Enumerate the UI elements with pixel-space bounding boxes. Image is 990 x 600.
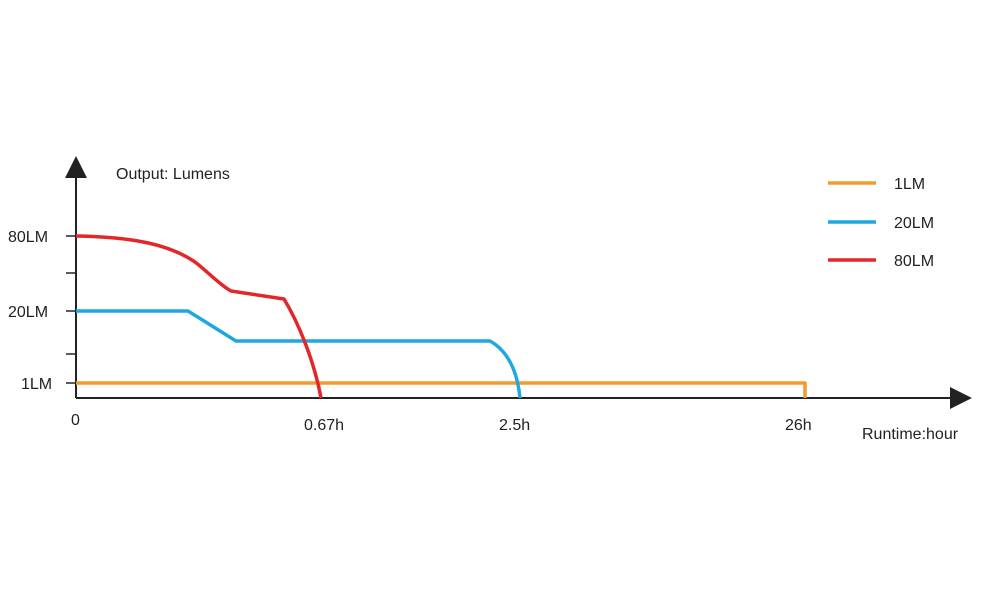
y-axis-title: Output: Lumens xyxy=(116,166,230,183)
x-axis-arrow xyxy=(950,387,972,409)
legend-label-80lm: 80LM xyxy=(894,253,934,270)
series-line-1lm xyxy=(76,381,807,398)
y-tick-label-80lm: 80LM xyxy=(8,229,48,246)
x-tick-label-26h: 26h xyxy=(785,417,812,434)
legend-label-20lm: 20LM xyxy=(894,215,934,232)
x-tick-label-0-67h: 0.67h xyxy=(304,417,344,434)
y-axis-arrow xyxy=(65,156,87,178)
x-tick-label-0: 0 xyxy=(71,412,80,429)
x-axis-title: Runtime:hour xyxy=(862,426,959,443)
series-line-20lm xyxy=(76,309,522,399)
x-tick-label-2-5h: 2.5h xyxy=(499,417,530,434)
y-tick-label-1lm: 1LM xyxy=(21,376,52,393)
series-line-80lm xyxy=(75,234,323,399)
legend: 1LM 20LM 80LM xyxy=(828,176,934,270)
axes xyxy=(65,156,972,409)
legend-label-1lm: 1LM xyxy=(894,176,925,193)
y-tick-label-20lm: 20LM xyxy=(8,304,48,321)
